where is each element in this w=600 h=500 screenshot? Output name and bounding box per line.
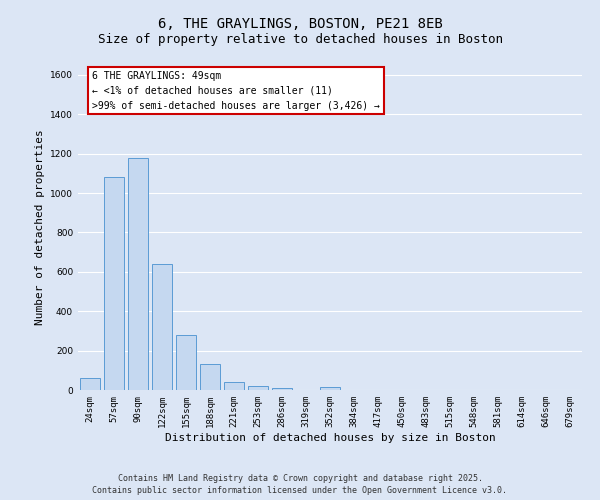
Bar xyxy=(248,386,268,390)
Y-axis label: Number of detached properties: Number of detached properties xyxy=(35,130,44,326)
Text: Contains HM Land Registry data © Crown copyright and database right 2025.
Contai: Contains HM Land Registry data © Crown c… xyxy=(92,474,508,495)
Bar xyxy=(224,382,244,390)
Text: Size of property relative to detached houses in Boston: Size of property relative to detached ho… xyxy=(97,32,503,46)
Bar xyxy=(176,335,196,390)
X-axis label: Distribution of detached houses by size in Boston: Distribution of detached houses by size … xyxy=(164,432,496,442)
Bar xyxy=(272,388,292,390)
Bar xyxy=(152,264,172,390)
Bar xyxy=(80,378,100,390)
Bar xyxy=(104,178,124,390)
Bar xyxy=(128,158,148,390)
Text: 6 THE GRAYLINGS: 49sqm
← <1% of detached houses are smaller (11)
>99% of semi-de: 6 THE GRAYLINGS: 49sqm ← <1% of detached… xyxy=(92,71,380,110)
Bar xyxy=(320,387,340,390)
Bar xyxy=(200,364,220,390)
Text: 6, THE GRAYLINGS, BOSTON, PE21 8EB: 6, THE GRAYLINGS, BOSTON, PE21 8EB xyxy=(158,18,442,32)
